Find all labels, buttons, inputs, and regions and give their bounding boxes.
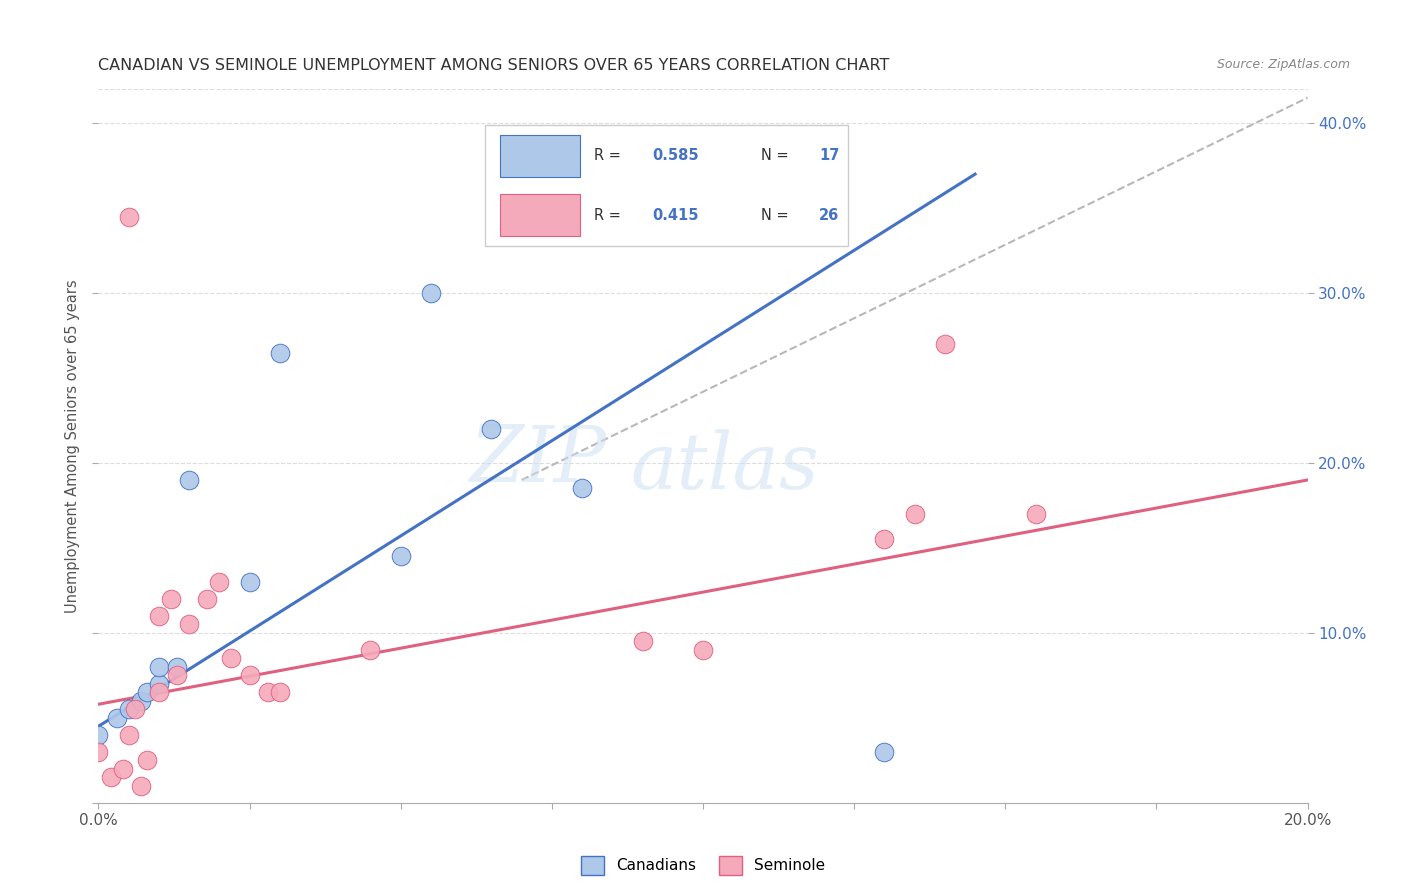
- Point: [481, 422, 503, 436]
- Text: Source: ZipAtlas.com: Source: ZipAtlas.com: [1216, 58, 1350, 71]
- Point: [631, 634, 654, 648]
- Point: [179, 617, 201, 632]
- Point: [904, 507, 927, 521]
- Point: [571, 482, 593, 496]
- Text: ZIP: ZIP: [470, 422, 606, 499]
- Point: [389, 549, 412, 564]
- Point: [129, 694, 152, 708]
- Point: [692, 193, 714, 207]
- Point: [692, 643, 714, 657]
- Point: [148, 685, 170, 699]
- Point: [100, 770, 122, 784]
- Point: [269, 345, 291, 359]
- Point: [135, 753, 157, 767]
- Point: [873, 533, 896, 547]
- Legend: Canadians, Seminole: Canadians, Seminole: [575, 850, 831, 880]
- Point: [87, 728, 110, 742]
- Point: [111, 762, 134, 776]
- Point: [256, 685, 278, 699]
- Point: [166, 668, 188, 682]
- Point: [124, 702, 146, 716]
- Point: [221, 651, 243, 665]
- Point: [179, 473, 201, 487]
- Point: [118, 702, 141, 716]
- Text: atlas: atlas: [630, 429, 820, 506]
- Point: [208, 574, 231, 589]
- Point: [269, 685, 291, 699]
- Point: [129, 779, 152, 793]
- Point: [118, 210, 141, 224]
- Point: [1024, 507, 1046, 521]
- Y-axis label: Unemployment Among Seniors over 65 years: Unemployment Among Seniors over 65 years: [65, 279, 80, 613]
- Point: [105, 711, 128, 725]
- Text: CANADIAN VS SEMINOLE UNEMPLOYMENT AMONG SENIORS OVER 65 YEARS CORRELATION CHART: CANADIAN VS SEMINOLE UNEMPLOYMENT AMONG …: [98, 58, 890, 73]
- Point: [420, 286, 443, 301]
- Point: [239, 574, 262, 589]
- Point: [873, 745, 896, 759]
- Point: [195, 591, 218, 606]
- Point: [118, 728, 141, 742]
- Point: [934, 337, 956, 351]
- Point: [166, 660, 188, 674]
- Point: [87, 745, 110, 759]
- Point: [148, 608, 170, 623]
- Point: [160, 591, 183, 606]
- Point: [148, 660, 170, 674]
- Point: [148, 677, 170, 691]
- Point: [135, 685, 157, 699]
- Point: [360, 643, 382, 657]
- Point: [239, 668, 262, 682]
